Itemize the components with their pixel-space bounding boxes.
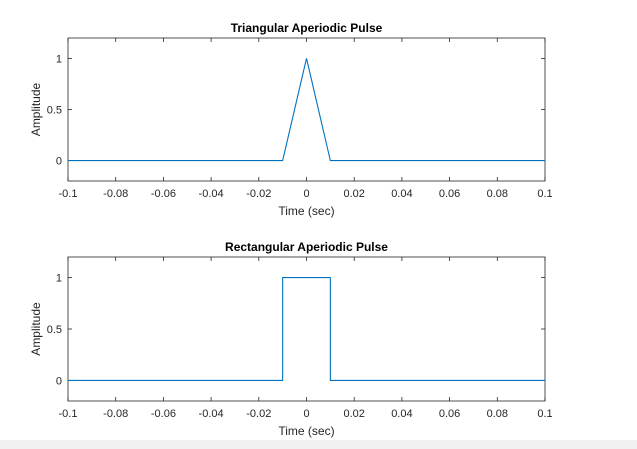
x-tick-label: -0.04: [199, 408, 224, 420]
y-axis-label: Amplitude: [29, 302, 43, 356]
y-tick-label: 1: [56, 273, 62, 285]
x-tick-label: 0: [303, 188, 309, 200]
y-tick-label: 0.5: [47, 324, 62, 336]
x-tick-label: 0.02: [343, 188, 364, 200]
x-tick-label: -0.06: [151, 408, 176, 420]
x-tick-label: 0.04: [391, 188, 412, 200]
axes-box: [67, 256, 546, 402]
chart-title: Triangular Aperiodic Pulse: [231, 21, 383, 35]
figure-bottom-band: [0, 440, 637, 449]
x-tick-label: -0.1: [59, 408, 78, 420]
x-tick-label: 0.08: [487, 408, 508, 420]
y-tick-label: 1: [56, 53, 62, 65]
subplot-1: -0.1 -0.08 -0.06 -0.04 -0.02 0 0.02 0.04 0.06 0.0…: [29, 21, 553, 218]
x-tick-label: -0.02: [246, 188, 271, 200]
x-tick-label: -0.08: [103, 408, 128, 420]
x-tick-label: -0.06: [151, 188, 176, 200]
x-tick-label: 0.06: [439, 408, 460, 420]
x-tick-label: 0.04: [391, 408, 412, 420]
x-axis-label: Time (sec): [278, 424, 334, 438]
y-tick-label: 0: [56, 156, 62, 168]
y-tick-label: 0: [56, 375, 62, 387]
x-axis-label: Time (sec): [278, 204, 334, 218]
x-tick-label: -0.08: [103, 188, 128, 200]
subplot-2: -0.1 -0.08 -0.06 -0.04 -0.02 0 0.02 0.04 0.06 0.0…: [29, 240, 553, 438]
x-tick-label: 0: [303, 408, 309, 420]
x-tick-label: 0.08: [487, 188, 508, 200]
x-tick-label: -0.04: [199, 188, 224, 200]
y-axis-label: Amplitude: [29, 83, 43, 137]
x-tick-label: 0.06: [439, 188, 460, 200]
series-line: [68, 58, 545, 162]
x-tick-label: 0.1: [537, 408, 552, 420]
y-tick-label: 0.5: [47, 105, 62, 117]
series-line: [68, 277, 545, 381]
chart-title: Rectangular Aperiodic Pulse: [225, 240, 388, 254]
x-tick-label: -0.02: [246, 408, 271, 420]
x-tick-label: -0.1: [59, 188, 78, 200]
x-tick-label: 0.1: [537, 188, 552, 200]
x-tick-label: 0.02: [343, 408, 364, 420]
axes-box: [67, 37, 546, 182]
